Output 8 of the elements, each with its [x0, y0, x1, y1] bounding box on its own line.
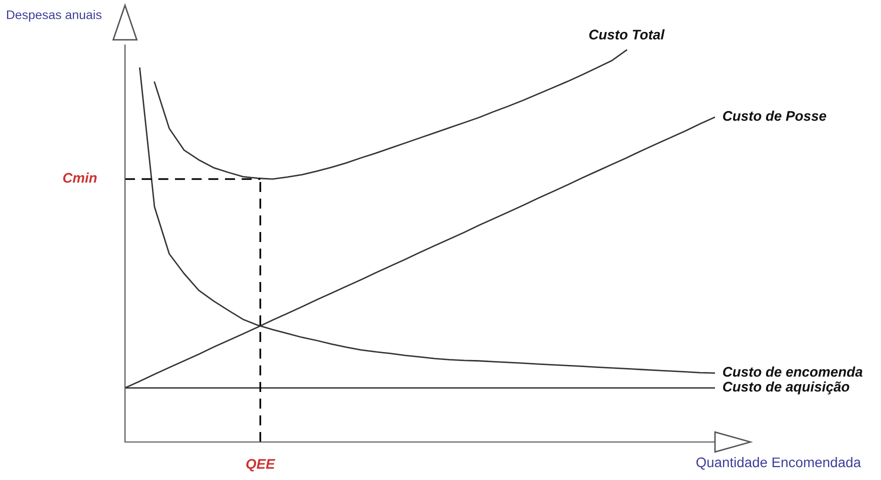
- series-label: Custo de Posse: [723, 110, 826, 121]
- series-label: Custo Total: [589, 29, 665, 40]
- series-label: Custo de encomenda: [723, 366, 862, 377]
- ref-line-label: Cmin: [63, 172, 97, 183]
- series-label: Custo de aquisição: [723, 381, 850, 394]
- x-axis-title: Quantidade Encomendada: [696, 457, 862, 470]
- y-axis-title: Despesas anuais: [7, 10, 102, 22]
- text: QEE: [246, 459, 276, 472]
